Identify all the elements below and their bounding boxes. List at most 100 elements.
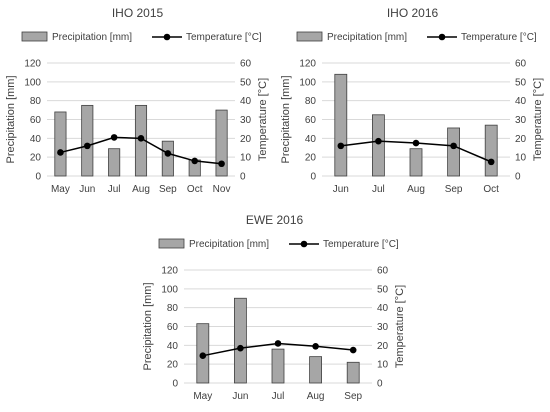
- temperature-point-oct: [487, 158, 495, 166]
- x-tick-label: Sep: [445, 184, 463, 195]
- y-tick-label: 40: [167, 341, 179, 352]
- x-tick-label: May: [193, 391, 212, 402]
- x-tick-label: Jul: [372, 184, 385, 195]
- legend-precipitation-label: Precipitation [mm]: [189, 239, 269, 250]
- x-tick-label: Oct: [483, 184, 499, 195]
- y-tick-label: 60: [30, 115, 42, 126]
- legend-temperature-marker: [163, 33, 171, 41]
- y-tick-label: 40: [30, 134, 42, 145]
- x-tick-label: Jun: [333, 184, 349, 195]
- x-tick-label: Oct: [187, 184, 203, 195]
- chart-title: EWE 2016: [246, 213, 304, 227]
- y2-tick-label: 40: [377, 303, 389, 314]
- x-tick-label: Aug: [132, 184, 150, 195]
- temperature-point-jun: [237, 344, 244, 352]
- precipitation-bar-may: [54, 111, 67, 177]
- y2-tick-label: 10: [240, 153, 252, 164]
- y-tick-label: 20: [167, 360, 179, 371]
- y-tick-label: 0: [35, 172, 41, 183]
- y-tick-label: 0: [310, 172, 316, 183]
- y-tick-label: 80: [305, 96, 317, 107]
- y-tick-label: 40: [305, 134, 317, 145]
- temperature-point-jul: [110, 134, 118, 141]
- chart-iho-2015: IHO 2015 Precipitation [mm] Temperature [°…: [0, 0, 275, 205]
- temperature-point-sep: [164, 150, 172, 157]
- legend-precipitation-swatch: [21, 31, 48, 42]
- x-tick-label: Jul: [108, 184, 121, 195]
- legend-precipitation-swatch: [158, 238, 185, 249]
- chart-title: IHO 2016: [387, 6, 439, 20]
- y2-axis-title: Temperature [°C]: [257, 78, 269, 161]
- y2-tick-label: 30: [377, 322, 389, 333]
- precipitation-bar-sep: [161, 140, 174, 177]
- x-tick-label: Aug: [407, 184, 425, 195]
- chart-title: IHO 2015: [112, 6, 164, 20]
- temperature-point-sep: [349, 346, 357, 354]
- y-axis-title: Precipitation [mm]: [280, 75, 292, 163]
- temperature-point-sep: [450, 142, 457, 150]
- precipitation-bar-oct: [484, 124, 498, 177]
- temperature-point-aug: [312, 342, 319, 350]
- precipitation-bar-jul: [108, 148, 121, 177]
- chart-iho-2016-svg: IHO 2016 Precipitation [mm] Temperature [°…: [280, 6, 544, 195]
- chart-iho-2016: IHO 2016 Precipitation [mm] Temperature [°…: [275, 0, 550, 205]
- precipitation-bar-jun: [234, 297, 247, 384]
- legend-temperature-label: Temperature [°C]: [323, 239, 399, 250]
- legend-temperature-label: Temperature [°C]: [461, 32, 537, 43]
- temperature-point-jul: [375, 137, 382, 145]
- y2-tick-label: 30: [240, 115, 252, 126]
- y-tick-label: 60: [305, 115, 317, 126]
- y-tick-label: 120: [299, 59, 316, 70]
- temperature-point-jun: [83, 142, 91, 150]
- y2-tick-label: 0: [377, 379, 383, 390]
- y-tick-label: 120: [24, 59, 41, 70]
- x-tick-label: Nov: [213, 184, 231, 195]
- y2-tick-label: 20: [377, 341, 389, 352]
- x-tick-label: Jun: [79, 184, 95, 195]
- y2-tick-label: 10: [515, 153, 527, 164]
- y-tick-label: 0: [172, 379, 178, 390]
- x-tick-label: Aug: [307, 391, 325, 402]
- y-tick-label: 100: [161, 284, 178, 295]
- chart-iho-2015-svg: IHO 2015 Precipitation [mm] Temperature [°…: [5, 6, 269, 195]
- legend-temperature-marker: [300, 240, 308, 248]
- temperature-point-may: [199, 352, 207, 359]
- y-tick-label: 60: [167, 322, 179, 333]
- y-axis-title: Precipitation [mm]: [5, 75, 17, 163]
- temperature-point-nov: [218, 160, 225, 168]
- y2-tick-label: 50: [377, 284, 389, 295]
- y2-tick-label: 50: [240, 77, 252, 88]
- y2-tick-label: 20: [240, 134, 252, 145]
- x-tick-label: May: [51, 184, 70, 195]
- temperature-point-may: [57, 149, 64, 156]
- y2-tick-label: 20: [515, 134, 527, 145]
- x-tick-label: Jul: [272, 391, 285, 402]
- temperature-point-oct: [191, 157, 199, 165]
- precipitation-bar-aug: [309, 356, 323, 384]
- precipitation-bar-sep: [346, 361, 360, 384]
- y-axis-title: Precipitation [mm]: [142, 282, 154, 370]
- x-tick-label: Sep: [344, 391, 362, 402]
- y2-tick-label: 10: [377, 360, 389, 371]
- y2-tick-label: 60: [240, 59, 252, 70]
- legend-temperature-label: Temperature [°C]: [186, 32, 262, 43]
- precipitation-bar-jun: [334, 73, 348, 177]
- y2-tick-label: 30: [515, 115, 527, 126]
- y2-tick-label: 60: [515, 59, 527, 70]
- x-tick-label: Jun: [232, 391, 248, 402]
- legend-precipitation-label: Precipitation [mm]: [327, 32, 407, 43]
- temperature-point-jun: [337, 142, 345, 150]
- temperature-point-jul: [274, 340, 282, 347]
- y2-axis-title: Temperature [°C]: [532, 78, 544, 161]
- legend-precipitation-label: Precipitation [mm]: [52, 32, 132, 43]
- y-tick-label: 100: [24, 77, 41, 88]
- precipitation-bar-nov: [215, 109, 228, 177]
- legend-temperature-marker: [438, 33, 446, 41]
- y2-tick-label: 60: [377, 266, 389, 277]
- x-tick-label: Sep: [159, 184, 177, 195]
- y-tick-label: 100: [299, 77, 316, 88]
- y-tick-label: 20: [30, 153, 42, 164]
- y2-tick-label: 40: [515, 96, 527, 107]
- precipitation-bar-aug: [409, 148, 423, 177]
- precipitation-bar-jul: [271, 348, 285, 384]
